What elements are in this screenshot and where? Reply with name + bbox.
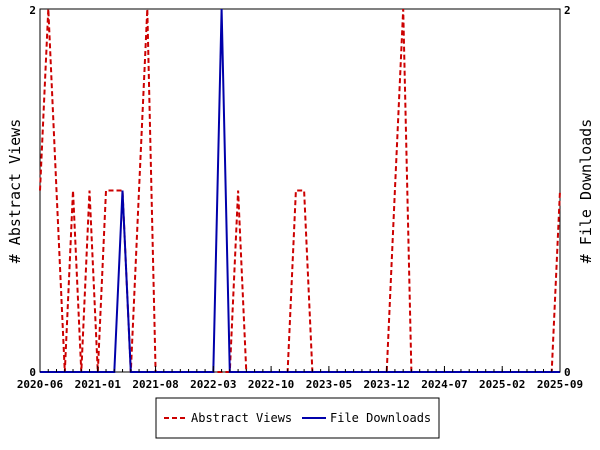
legend-box [155,397,440,439]
x-tick-label: 2021-01 [75,378,122,391]
plot-area [39,8,561,373]
y-right-tick-label-min: 0 [564,366,571,379]
series-layer [39,8,561,373]
x-tick-label: 2020-06 [17,378,64,391]
x-tick-label: 2023-05 [306,378,352,391]
y-axis-left-label: # Abstract Views [6,119,24,264]
x-tick-label: 2022-03 [190,378,236,391]
legend: Abstract Views File Downloads [155,397,440,439]
y-left-tick-label-min: 0 [29,366,36,379]
x-tick-labels: 2020-06 2021-01 2021-08 2022-03 2022-10 … [17,378,583,391]
legend-label-file-downloads: File Downloads [330,411,431,425]
x-tick-label: 2021-08 [132,378,178,391]
x-tick-label: 2022-10 [248,378,294,391]
x-tick-label: 2024-07 [421,378,467,391]
legend-label-abstract-views: Abstract Views [191,411,292,425]
y-axis-right-label: # File Downloads [577,119,595,264]
y-left-tick-label-max: 2 [29,4,36,17]
x-tick-label: 2025-02 [479,378,525,391]
series-line-file-downloads [40,8,560,373]
y-right-tick-label-max: 2 [564,4,571,17]
x-tick-label: 2023-12 [364,378,410,391]
x-tick-label: 2025-09 [537,378,583,391]
ticks-layer [39,366,561,372]
